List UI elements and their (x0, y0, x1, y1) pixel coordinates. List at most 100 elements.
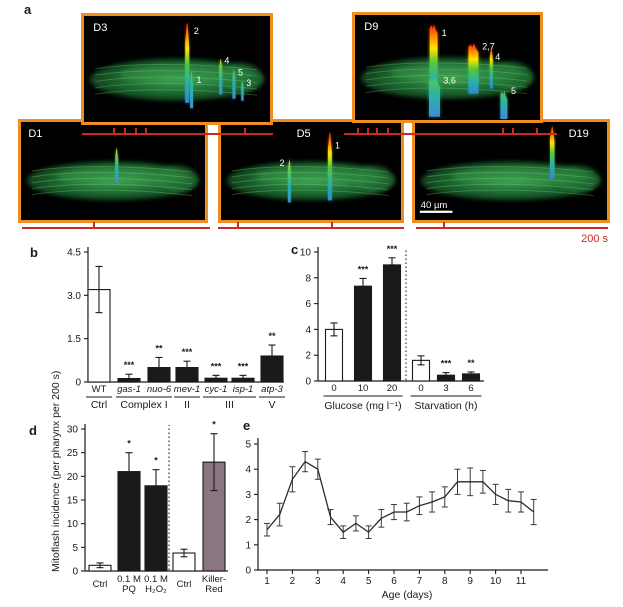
x-tick-label: 9 (467, 576, 473, 587)
timeline-D1 (22, 222, 210, 229)
y-tick-label: 3.0 (67, 291, 81, 302)
significance-stars: *** (238, 361, 249, 371)
significance-stars: * (127, 439, 131, 449)
spike-number-label: 2 (280, 158, 285, 168)
bar-c-2 (382, 264, 402, 382)
group-label: III (225, 399, 234, 411)
micrograph-day-label: D3 (93, 22, 107, 34)
flash-event-tick (244, 128, 247, 133)
significance-stars: ** (268, 331, 276, 341)
x-tick-label: 8 (442, 576, 448, 587)
timeline-D5 (218, 222, 404, 229)
flash-event-tick (145, 128, 148, 133)
bar-c-0 (324, 328, 344, 382)
x-tick-label: Red (205, 584, 222, 595)
x-tick-label: 1 (264, 576, 270, 587)
chart-panel-b-etc-mutants: 0 1.5 3.0 4.5 WT *** gas-1 ** nuo-6 *** mev-1 *** cy… (67, 247, 285, 411)
y-tick-label: 1 (245, 540, 251, 551)
mitoflash-spike (500, 90, 508, 119)
panel-b-letter: b (30, 245, 38, 260)
y-tick-label: 4 (245, 465, 251, 476)
x-tick-label: nuo-6 (147, 384, 172, 395)
y-tick-label: 5 (72, 543, 78, 554)
micrograph-D5: 2 1 D5 (218, 119, 404, 223)
y-tick-label: 2 (305, 351, 311, 362)
x-tick-label: WT (92, 384, 107, 395)
significance-stars: *** (124, 360, 135, 370)
significance-stars: ** (155, 343, 163, 353)
micrograph-image-D5: 2 1 D5 (226, 128, 396, 203)
x-tick-label: 0 (418, 383, 423, 394)
y-tick-label: 10 (67, 519, 79, 530)
group-label: II (184, 399, 190, 411)
mitoflash-spike (232, 69, 236, 99)
mitoflash-spike (327, 131, 332, 201)
micrograph-image-D3: 2 1 453 D3 (89, 22, 265, 109)
significance-stars: *** (182, 347, 193, 357)
x-tick-label: 3 (315, 576, 321, 587)
significance-stars: *** (211, 361, 222, 371)
y-tick-label: 4.5 (67, 248, 81, 259)
mitoflash-spike (241, 79, 244, 101)
y-tick-label: 6 (305, 299, 311, 310)
y-tick-label: 10 (300, 248, 312, 259)
y-tick-label: 0 (72, 567, 78, 578)
x-tick-label: 0 (331, 383, 336, 394)
panel-d-letter: d (29, 423, 37, 438)
x-tick-label: 10 (358, 383, 369, 394)
spike-number-label: 1 (197, 75, 202, 85)
y-tick-label: 5 (245, 440, 251, 451)
group-label: Glucose (mg l⁻¹) (324, 400, 401, 412)
spike-number-label: 4 (495, 52, 500, 62)
y-tick-label: 1.5 (67, 334, 81, 345)
group-label: Ctrl (91, 399, 107, 411)
significance-stars: * (212, 420, 216, 430)
group-label: Complex I (120, 399, 167, 411)
group-label: Starvation (h) (414, 400, 477, 412)
micrograph-day-label: D5 (297, 128, 311, 140)
y-tick-label: 4 (305, 325, 311, 336)
y-tick-label: 25 (67, 448, 79, 459)
spike-number-label: 5 (238, 67, 243, 77)
y-tick-label: 30 (67, 425, 79, 436)
significance-stars: *** (387, 244, 398, 254)
flash-event-tick (356, 128, 359, 133)
flash-event-tick (236, 222, 239, 227)
flash-event-tick (331, 222, 334, 227)
flash-event-tick (442, 222, 445, 227)
micrograph-D3: 2 1 4 5 3 D3 (81, 13, 273, 125)
panel-e-letter: e (243, 418, 251, 433)
flash-event-tick (124, 128, 127, 133)
scale-bar-label: 40 µm (421, 200, 448, 211)
mitoflash-spike (287, 159, 291, 203)
y-tick-label: 8 (305, 273, 311, 284)
x-tick-label: 10 (490, 576, 502, 587)
y-tick-label: 2 (245, 515, 251, 526)
x-tick-label: mev-1 (174, 384, 200, 395)
x-tick-label: gas-1 (117, 384, 141, 395)
x-tick-label: 11 (516, 576, 527, 587)
x-tick-label: cyc-1 (205, 384, 228, 395)
panel-c-letter: c (291, 242, 299, 257)
significance-stars: *** (358, 264, 369, 274)
significance-stars: *** (441, 359, 452, 369)
timeline-D19 (416, 222, 608, 229)
flash-event-tick (535, 128, 538, 133)
x-tick-label: atp-3 (261, 384, 283, 395)
micrograph-D9: 1 3,6 2,7 4 5 D9 (352, 12, 543, 123)
micrograph-day-label: D1 (28, 128, 42, 140)
x-tick-label: 3 (443, 383, 448, 394)
panel-a-letter: a (24, 2, 32, 17)
x-tick-label: H₂O₂ (145, 584, 167, 595)
x-tick-label: 0.1 M (117, 574, 141, 585)
mitoflash-spike (185, 22, 190, 103)
micrograph-image-D1: D1 (26, 128, 200, 201)
timeline-D3 (82, 128, 273, 135)
x-axis-label: Age (days) (382, 589, 433, 601)
x-tick-label: Ctrl (93, 579, 108, 590)
micrograph-image-D9: 1 3,6 2,74 5 D9 (360, 21, 535, 119)
x-tick-label: 5 (366, 576, 372, 587)
significance-stars: * (154, 456, 158, 466)
